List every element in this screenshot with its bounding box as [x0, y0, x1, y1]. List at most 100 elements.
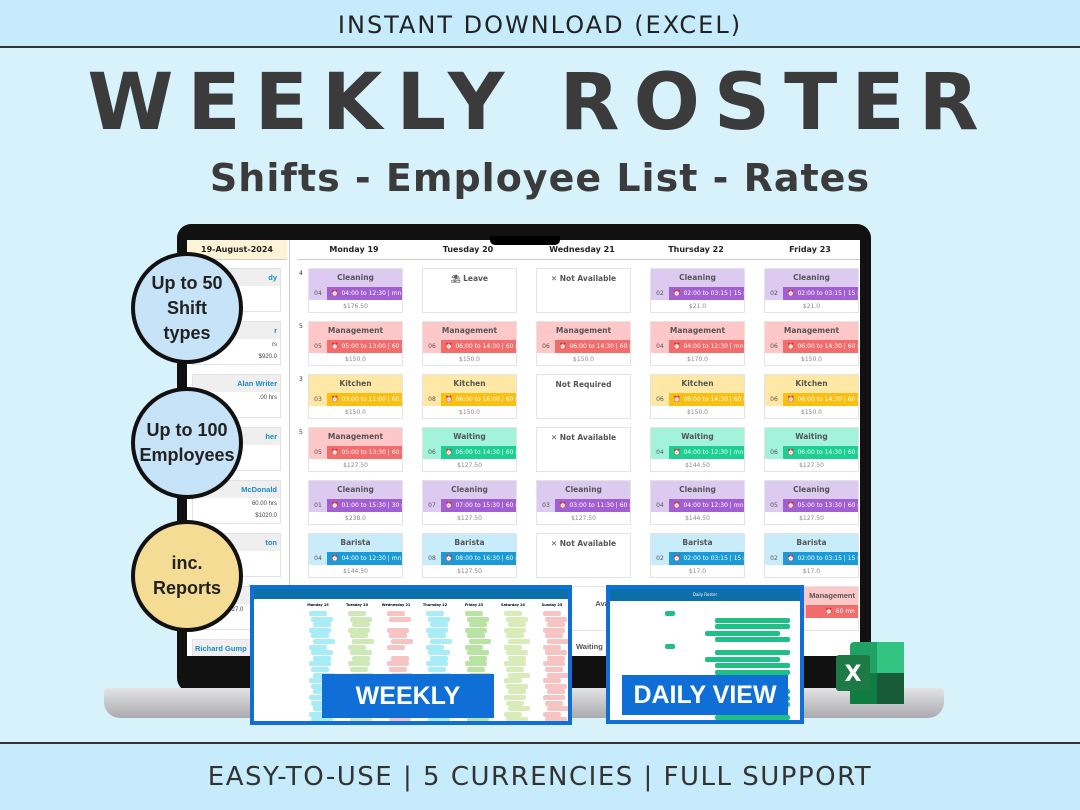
alarm-clock-icon: ⏰	[673, 555, 681, 562]
shift-pill	[387, 627, 409, 633]
shift-time-text: 06:00 to 14:30 | 60 mn	[683, 396, 744, 403]
shift-pill	[352, 639, 374, 644]
shift-pill	[547, 639, 568, 644]
shift-number: 04	[309, 287, 327, 300]
shift-pill	[428, 633, 446, 639]
shift-time-text: 60 mn	[835, 608, 855, 615]
shift-pill	[506, 633, 524, 639]
shift-number: 06	[765, 340, 783, 353]
shift-time: ⏰05:00 to 13:30 | 60 mn	[327, 446, 402, 459]
shift-pill	[389, 717, 411, 721]
shift-time-text: 04:00 to 12:30 | mn	[341, 290, 402, 297]
shift-pill	[309, 678, 327, 684]
shift-number: 06	[537, 340, 555, 353]
shift-time: ⏰06:00 to 14:30 | 60 mn	[441, 340, 516, 353]
alarm-clock-icon: ⏰	[673, 449, 681, 456]
alarm-clock-icon: ⏰	[445, 396, 453, 403]
shift-name: Waiting	[765, 428, 858, 446]
shift-pill	[387, 611, 405, 616]
shift-name: Kitchen	[651, 375, 744, 393]
shift-details: 04 ⏰ 04:00 to 12:30 | mn	[651, 499, 744, 512]
employee-card: McDonald 60.00 hrs $1020.0	[192, 480, 281, 524]
employee-cost: $920.0	[258, 354, 277, 360]
shift-pill	[430, 622, 448, 628]
shift-time: ⏰ 60 mn	[806, 605, 858, 618]
shift-time-text: 06:00 to 14:30 | 60 mn	[569, 343, 630, 350]
shift-time-text: 02:00 to 03:15 | 15 mn	[797, 555, 858, 562]
shift-pill	[508, 672, 530, 678]
shift-time-text: 06:00 to 14:30 | 60 mn	[455, 343, 516, 350]
shift-name: Management	[309, 322, 402, 340]
shift-details: 04 ⏰ 04:00 to 12:30 | mn	[309, 552, 402, 565]
shift-cell: Not Required	[536, 374, 631, 419]
shift-pill	[352, 655, 370, 661]
shift-pill	[313, 622, 331, 628]
shift-status: ⛱ Leave	[450, 274, 489, 283]
shift-cost: $21.0	[688, 303, 707, 310]
shift-pill	[545, 633, 563, 639]
shift-number: 06	[651, 393, 669, 406]
shift-name: Barista	[651, 534, 744, 552]
shift-name: Barista	[309, 534, 402, 552]
shift-cell: Waiting 04 ⏰ 04:00 to 12:30 | mn $144.50	[650, 427, 745, 472]
shift-pill	[508, 706, 530, 712]
shift-pill	[504, 644, 522, 650]
shift-pill	[391, 655, 409, 661]
shift-pill	[428, 616, 450, 622]
excel-icon-letter: X	[845, 662, 862, 687]
daily-shift-bar	[705, 630, 780, 636]
daily-shift-bar	[715, 715, 790, 720]
shift-time: ⏰06:00 to 14:30 | 60 mn	[441, 446, 516, 459]
shift-time: ⏰07:00 to 15:30 | 60 mn	[441, 499, 516, 512]
day-header: Wednesday 21	[525, 240, 639, 260]
shift-number: 02	[765, 287, 783, 300]
shift-pill	[467, 633, 485, 639]
shift-time-text: 02:00 to 03:15 | 15 mn	[797, 290, 858, 297]
shift-name: Waiting	[423, 428, 516, 446]
shift-cost: $127.50	[457, 568, 482, 575]
shift-cost: $144.50	[685, 515, 710, 522]
shift-number: 06	[765, 393, 783, 406]
shift-details: 06 ⏰06:00 to 14:30 | 60 mn	[651, 393, 744, 406]
shift-pill	[547, 672, 568, 678]
shift-time: ⏰06:00 to 14:30 | 60 mn	[783, 446, 858, 459]
shift-cost: $150.0	[801, 356, 822, 363]
shift-pill	[543, 678, 561, 684]
shift-cost: $176.50	[343, 303, 368, 310]
weekly-day-header: Monday 19	[307, 603, 329, 607]
shift-time-text: 04:00 to 12:30 | mn	[683, 343, 744, 350]
shift-pill	[389, 667, 407, 672]
alarm-clock-icon: ⏰	[673, 396, 681, 403]
shift-pill	[350, 633, 368, 639]
shift-time-text: 04:00 to 12:30 | mn	[683, 449, 744, 456]
shift-pill	[469, 622, 487, 628]
alarm-clock-icon: ⏰	[331, 555, 339, 562]
shift-number: 03	[537, 499, 555, 512]
shift-cost: $127.50	[457, 462, 482, 469]
employee-cost: $1020.0	[255, 513, 277, 519]
shift-time-text: 08:00 to 16:30 | 60 mn	[455, 555, 516, 562]
alarm-clock-icon: ⏰	[787, 290, 795, 297]
shift-details: 02⏰02:00 to 03:15 | 15 mn	[651, 552, 744, 565]
shift-time: ⏰ 04:00 to 12:30 | mn	[669, 446, 744, 459]
shift-name: Management	[651, 322, 744, 340]
weekly-day-header: Tuesday 20	[345, 603, 369, 607]
bottom-banner: EASY-TO-USE | 5 CURRENCIES | FULL SUPPOR…	[0, 742, 1080, 810]
shift-pill	[543, 661, 565, 667]
shift-time: ⏰01:00 to 15:30 | 30 mn	[327, 499, 402, 512]
shift-cell: ✕ Not Available	[536, 427, 631, 472]
shift-time-text: 06:00 to 14:30 | 60 mn	[797, 343, 858, 350]
daily-shift-bar	[705, 656, 780, 662]
top-banner: INSTANT DOWNLOAD (EXCEL)	[0, 0, 1080, 48]
shift-pill	[467, 667, 485, 672]
shift-pill	[547, 706, 568, 712]
daily-shift-bar	[665, 611, 675, 616]
shift-details: 03⏰03:00 to 11:30 | 60 mn	[537, 499, 630, 512]
shift-details: 08⏰08:00 to 16:30 | 60 mn	[423, 552, 516, 565]
shift-pill	[467, 616, 489, 622]
shift-count: 5	[299, 323, 303, 330]
shift-pill	[426, 661, 448, 667]
